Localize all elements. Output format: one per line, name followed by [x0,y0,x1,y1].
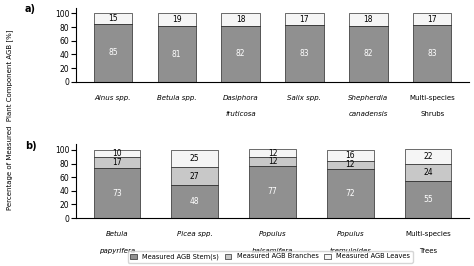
Text: Alnus spp.: Alnus spp. [95,95,131,101]
Text: 77: 77 [268,187,277,196]
Bar [249,157,296,165]
Text: b): b) [25,141,36,151]
Text: Betula: Betula [106,231,128,237]
Bar [157,14,196,26]
Text: tremuloides: tremuloides [329,248,371,253]
Text: papyrifera: papyrifera [99,248,135,253]
Bar [172,185,218,218]
Text: 19: 19 [172,15,182,24]
Text: 18: 18 [236,15,246,24]
Bar [327,161,374,169]
Bar [94,14,132,24]
Text: Populus: Populus [259,231,286,237]
Text: 16: 16 [346,151,355,160]
Text: 27: 27 [190,172,200,181]
Bar [327,169,374,218]
Bar [405,149,451,164]
Text: canadensis: canadensis [349,111,388,117]
Bar [349,26,388,82]
Text: Picea spp.: Picea spp. [177,231,213,237]
Text: 22: 22 [423,152,433,161]
Text: 85: 85 [108,48,118,57]
Text: 25: 25 [190,154,200,163]
Text: Shrubs: Shrubs [420,111,444,117]
Text: Trees: Trees [419,248,437,253]
Text: 12: 12 [346,160,355,169]
Bar [221,26,260,82]
Text: 81: 81 [172,49,182,59]
Text: 73: 73 [112,189,122,198]
Bar [405,181,451,218]
Bar [327,150,374,161]
Bar [413,25,451,82]
Text: Percentage of Measured  Plant Component AGB [%]: Percentage of Measured Plant Component A… [6,30,13,210]
Bar [94,24,132,82]
Text: Salix spp.: Salix spp. [288,95,321,101]
Text: 15: 15 [108,14,118,23]
Text: 10: 10 [112,149,122,158]
Text: 83: 83 [428,49,437,58]
Text: 48: 48 [190,197,200,206]
Text: 82: 82 [364,49,373,58]
Legend: Measured AGB Stem(s), Measured AGB Branches, Measured AGB Leaves: Measured AGB Stem(s), Measured AGB Branc… [128,251,412,263]
Bar [349,14,388,26]
Text: 17: 17 [300,15,310,24]
Text: 72: 72 [346,189,355,198]
Text: Multi-species: Multi-species [405,231,451,237]
Text: Shepherdia: Shepherdia [348,95,388,101]
Text: 18: 18 [364,15,373,24]
Text: balsamifera: balsamifera [252,248,293,253]
Bar [405,164,451,181]
Bar [413,14,451,25]
Bar [249,165,296,218]
Text: Dasiphora: Dasiphora [223,95,258,101]
Text: fruticosa: fruticosa [225,111,256,117]
Text: 82: 82 [236,49,246,58]
Text: a): a) [25,4,36,14]
Bar [221,14,260,26]
Bar [249,149,296,157]
Text: 83: 83 [300,49,310,58]
Text: 17: 17 [112,158,122,167]
Text: 24: 24 [423,168,433,177]
Bar [172,167,218,185]
Bar [172,150,218,167]
Text: 55: 55 [423,195,433,204]
Bar [285,14,324,25]
Bar [157,26,196,82]
Bar [94,150,140,157]
Bar [94,157,140,168]
Text: Populus: Populus [337,231,364,237]
Text: Betula spp.: Betula spp. [157,95,197,101]
Bar [285,25,324,82]
Text: Multi-species: Multi-species [410,95,455,101]
Bar [94,168,140,218]
Text: 12: 12 [268,157,277,166]
Text: 17: 17 [428,15,437,24]
Text: 12: 12 [268,149,277,158]
